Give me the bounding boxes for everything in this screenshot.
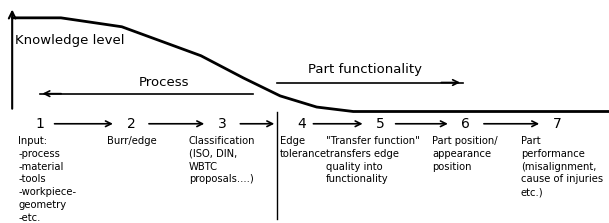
Text: Part functionality: Part functionality <box>308 63 423 76</box>
Text: 4: 4 <box>297 117 306 131</box>
Text: 3: 3 <box>218 117 227 131</box>
Text: Part
performance
(misalignment,
cause of injuries
etc.): Part performance (misalignment, cause of… <box>521 136 603 197</box>
Text: Classification
(ISO, DIN,
WBTC
proposals....): Classification (ISO, DIN, WBTC proposals… <box>189 136 255 184</box>
Text: Edge
tolerance: Edge tolerance <box>280 136 327 159</box>
Text: 5: 5 <box>376 117 385 131</box>
Text: "Transfer function"
transfers edge
quality into
functionality: "Transfer function" transfers edge quali… <box>326 136 420 184</box>
Text: 6: 6 <box>462 117 470 131</box>
Text: Input:
-process
-material
-tools
-workpiece-
geometry
-etc.: Input: -process -material -tools -workpi… <box>18 136 76 223</box>
Text: Part position/
appearance
position: Part position/ appearance position <box>432 136 498 172</box>
Text: 7: 7 <box>553 117 561 131</box>
Text: Process: Process <box>139 76 189 89</box>
Text: Knowledge level: Knowledge level <box>15 34 125 47</box>
Text: Burr/edge: Burr/edge <box>107 136 157 146</box>
Text: 2: 2 <box>127 117 135 131</box>
Text: 1: 1 <box>35 117 44 131</box>
